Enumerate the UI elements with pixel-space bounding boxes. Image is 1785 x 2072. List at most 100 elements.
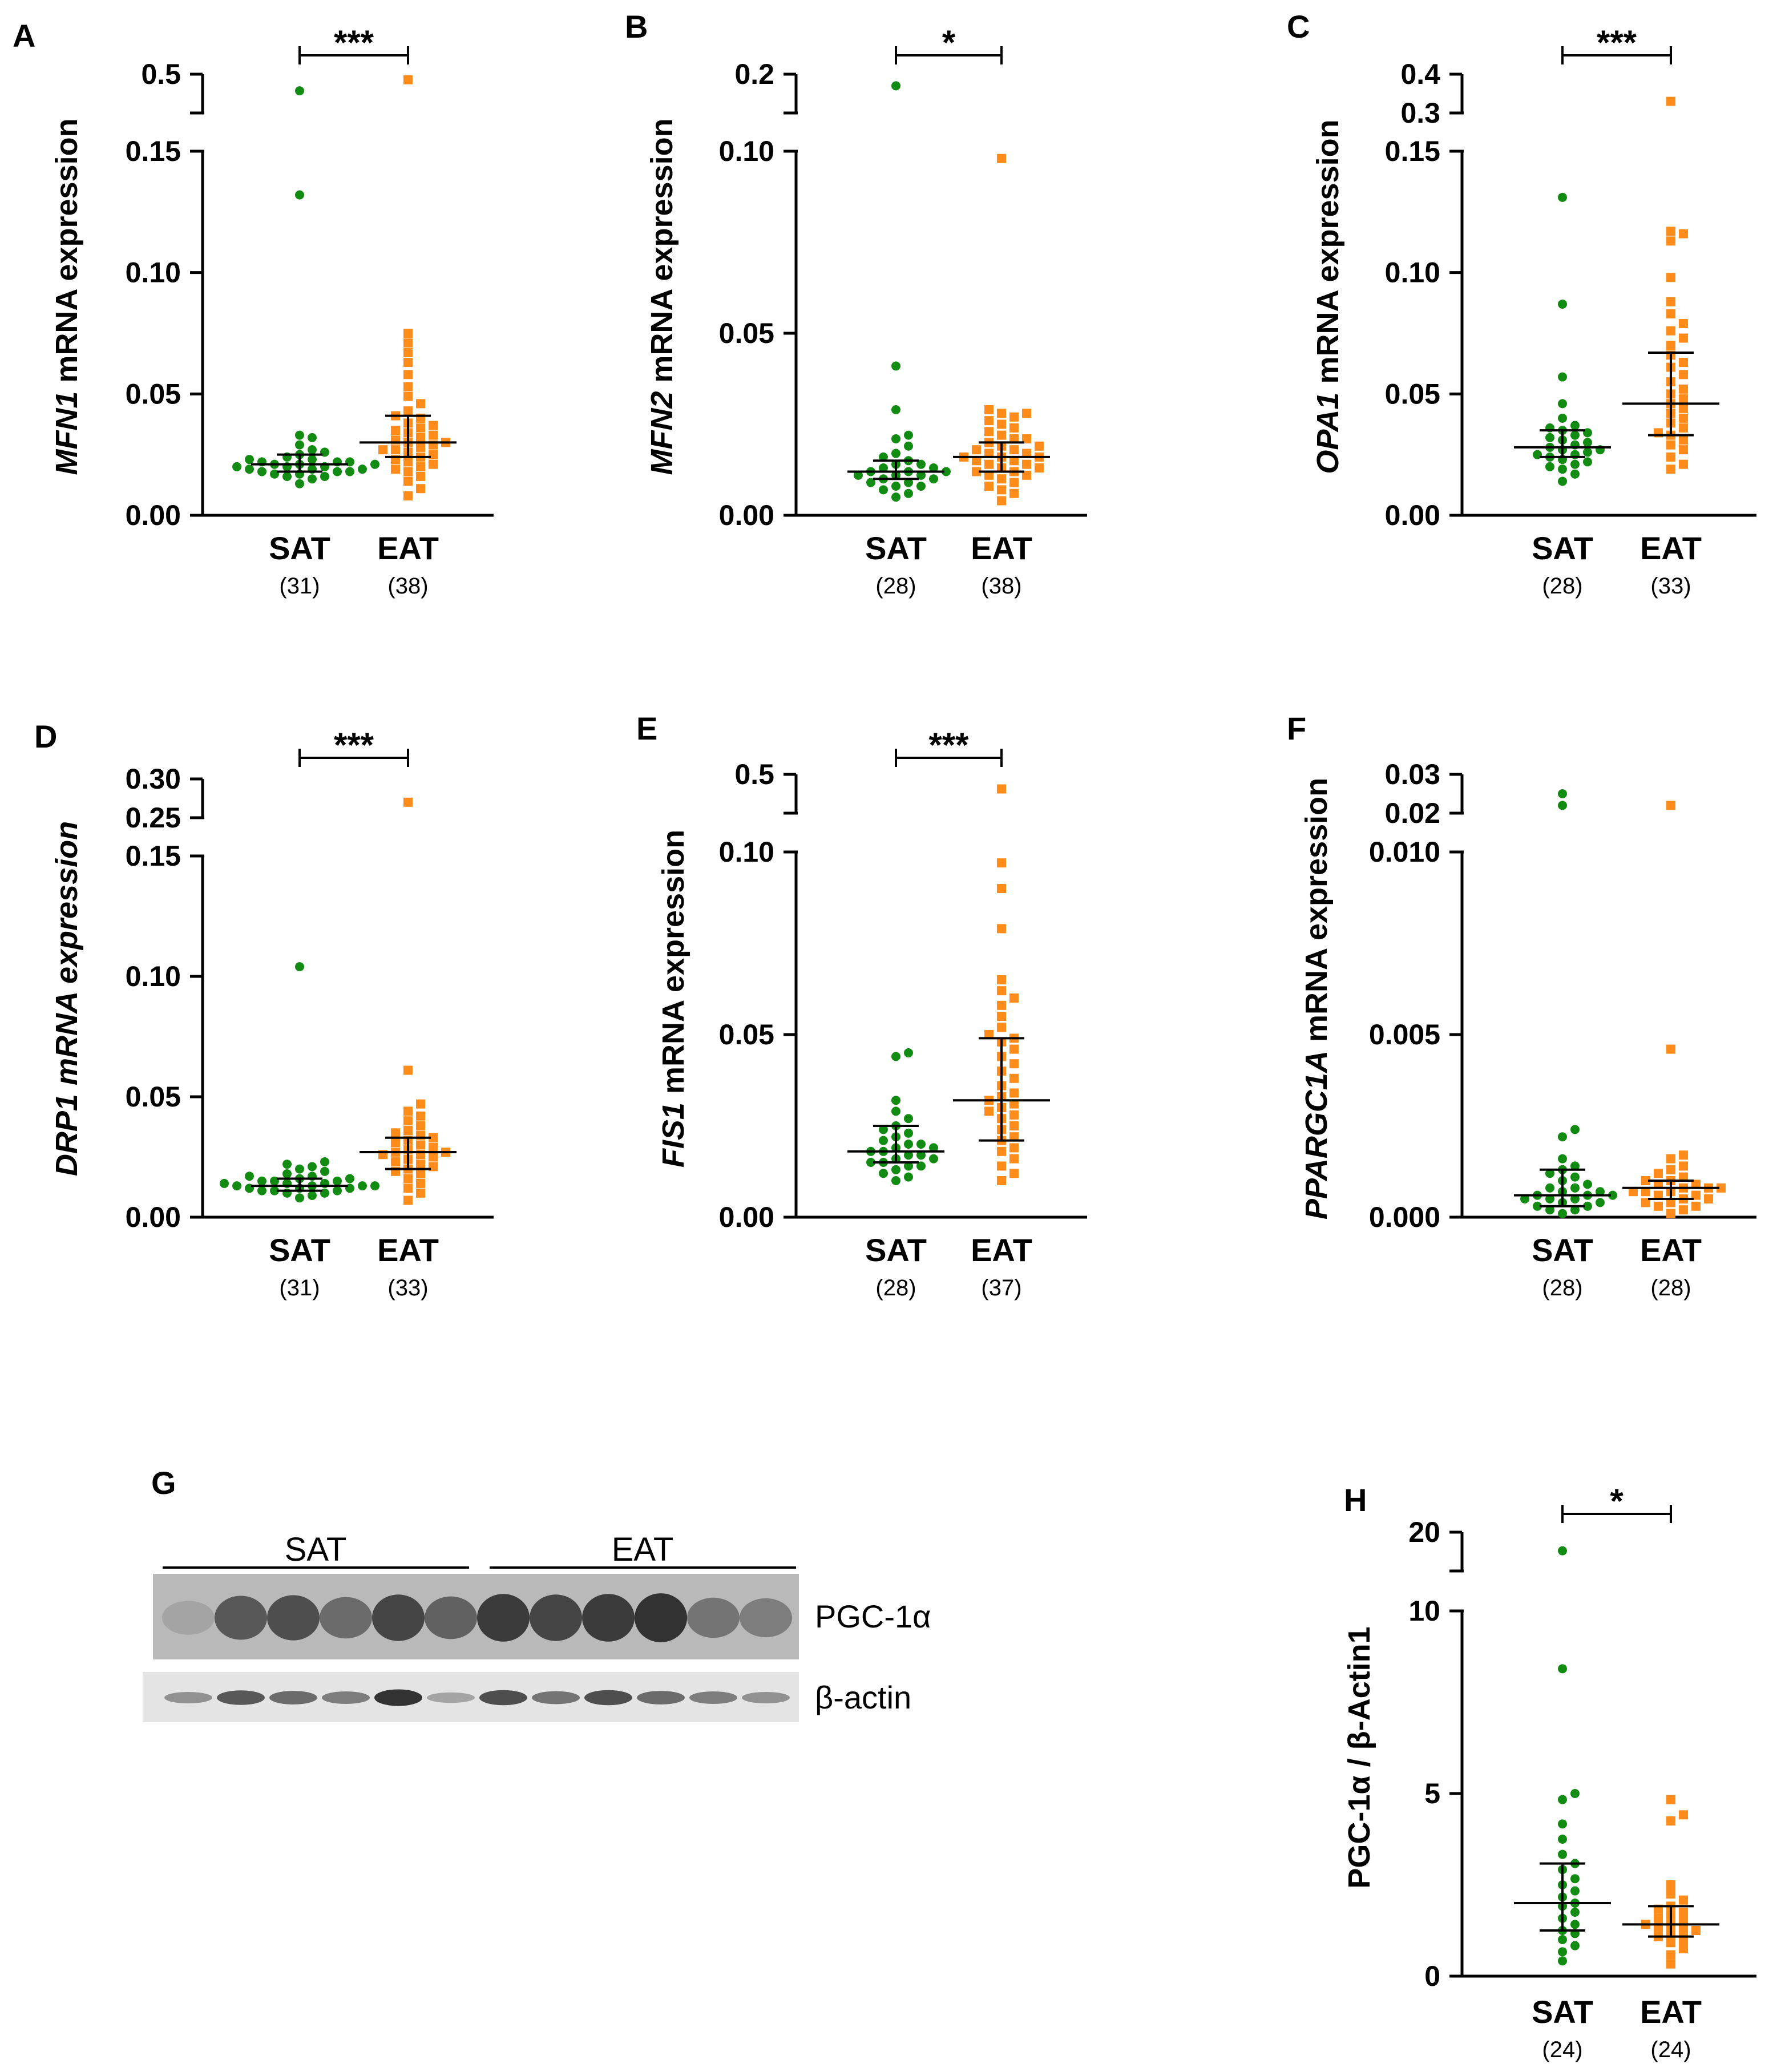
data-point-sat	[1558, 192, 1567, 202]
data-point-eat	[1009, 412, 1019, 422]
y-tick-label-upper: 20	[1408, 1516, 1440, 1548]
data-point-eat	[403, 1184, 413, 1193]
data-point-eat	[997, 474, 1006, 484]
y-tick-label-upper: 0.5	[141, 58, 181, 90]
blot-band-actin	[322, 1691, 370, 1704]
data-point-eat	[1691, 1190, 1701, 1200]
data-point-eat	[997, 975, 1006, 984]
blot-band-actin	[374, 1689, 422, 1706]
data-point-sat	[295, 440, 304, 450]
data-point-eat	[429, 459, 438, 469]
panel-label-g: G	[151, 1465, 176, 1501]
y-tick-label: 0.05	[126, 1081, 181, 1113]
data-point-eat	[403, 348, 413, 358]
data-point-eat	[1679, 413, 1688, 423]
x-category-label: SAT	[269, 530, 330, 566]
blot-band-actin	[532, 1691, 580, 1705]
y-tick-label: 0.10	[1385, 257, 1440, 289]
x-category-n: (33)	[1650, 573, 1691, 599]
y-axis-title: OPA1 mRNA expression	[1311, 119, 1345, 474]
data-point-sat	[1545, 1194, 1554, 1203]
data-point-eat	[984, 449, 994, 458]
data-point-eat	[1691, 1926, 1701, 1935]
y-tick-label: 0.00	[1385, 499, 1440, 531]
y-axis-title-gene: PPARGC1A	[1299, 1051, 1334, 1219]
data-point-eat	[403, 1116, 413, 1126]
x-category-n: (31)	[279, 573, 320, 599]
data-point-sat	[245, 465, 254, 474]
data-point-eat	[1666, 273, 1675, 282]
data-point-sat	[1545, 1183, 1554, 1193]
data-point-eat	[1691, 1201, 1701, 1211]
data-point-eat	[1022, 449, 1031, 458]
data-point-sat	[1558, 1546, 1567, 1556]
data-point-sat	[295, 86, 304, 96]
blot-band-pgc1a	[267, 1595, 320, 1641]
x-category-label: EAT	[377, 530, 439, 566]
data-point-eat	[1679, 358, 1688, 367]
data-point-eat	[984, 1106, 994, 1116]
data-point-eat	[403, 358, 413, 367]
data-point-sat	[295, 1193, 304, 1203]
plot-d: 0.00 0.05 0.10 0.15 0.25 0.30 DRP1 mRNA expres…	[50, 726, 494, 1300]
data-point-eat	[997, 409, 1006, 418]
y-tick-label-upper: 0.30	[126, 763, 181, 795]
blot-band-pgc1a	[372, 1594, 425, 1641]
data-point-sat	[1558, 1154, 1567, 1164]
blot-band-actin	[479, 1690, 527, 1706]
data-point-sat	[1583, 447, 1592, 457]
data-point-sat	[345, 1174, 354, 1184]
data-point-eat	[1679, 1926, 1688, 1935]
data-point-sat	[1570, 1161, 1580, 1171]
data-point-eat	[403, 370, 413, 379]
data-point-sat	[1558, 1664, 1567, 1674]
y-tick-label: 0.15	[1385, 135, 1440, 167]
data-point-sat	[1570, 1125, 1580, 1134]
data-point-eat	[997, 485, 1006, 495]
data-point-eat	[1666, 1889, 1675, 1899]
data-point-sat	[1583, 438, 1592, 447]
x-category-label: SAT	[1532, 530, 1593, 566]
data-point-sat	[1570, 1789, 1580, 1798]
data-point-sat	[1558, 299, 1567, 309]
panel-label-f: F	[1287, 710, 1306, 746]
data-point-sat	[904, 488, 913, 498]
y-tick-label: 0.05	[1385, 378, 1440, 410]
data-point-eat	[997, 884, 1006, 893]
data-point-sat	[1570, 1874, 1580, 1884]
data-point-eat	[997, 924, 1006, 934]
y-axis-title: FIS1 mRNA expression	[656, 830, 690, 1168]
x-category-n: (38)	[387, 573, 428, 599]
y-axis-title-rest: mRNA expression	[645, 118, 679, 391]
blot-band-actin	[742, 1691, 790, 1704]
data-point-eat	[1009, 478, 1019, 487]
data-point-sat	[879, 1169, 888, 1178]
data-point-eat	[1679, 384, 1688, 394]
data-point-sat	[232, 462, 241, 471]
data-point-sat	[333, 467, 342, 476]
data-point-eat	[416, 1099, 425, 1109]
x-category-label: SAT	[865, 1232, 927, 1268]
data-point-sat	[904, 441, 913, 451]
data-point-sat	[257, 1186, 266, 1195]
panel-label-c: C	[1287, 9, 1310, 45]
data-point-eat	[1654, 1169, 1663, 1178]
y-axis-title: MFN2 mRNA expression	[645, 118, 679, 475]
plot-h: 0 5 10 20 PGC-1α / β-Actin1 SAT (24) EAT (24) *	[1342, 1482, 1756, 2062]
y-tick-label-upper: 0.5	[734, 758, 774, 790]
data-point-eat	[1641, 1187, 1650, 1197]
data-point-sat	[358, 1181, 367, 1191]
blot-group-eat: EAT	[612, 1531, 674, 1568]
data-point-eat	[997, 496, 1006, 506]
data-point-sat	[1545, 1169, 1554, 1178]
data-point-sat	[1545, 433, 1554, 442]
data-point-sat	[1570, 1183, 1580, 1193]
data-point-eat	[1009, 434, 1019, 444]
data-point-sat	[891, 481, 900, 491]
blot-band-pgc1a	[162, 1601, 215, 1635]
data-point-sat	[891, 492, 900, 502]
plots: 0.00 0.05 0.10 0.15 0.5 MFN1 mRNA expression S…	[50, 23, 1756, 2062]
data-point-eat	[1629, 1187, 1638, 1197]
data-point-sat	[916, 1161, 926, 1171]
